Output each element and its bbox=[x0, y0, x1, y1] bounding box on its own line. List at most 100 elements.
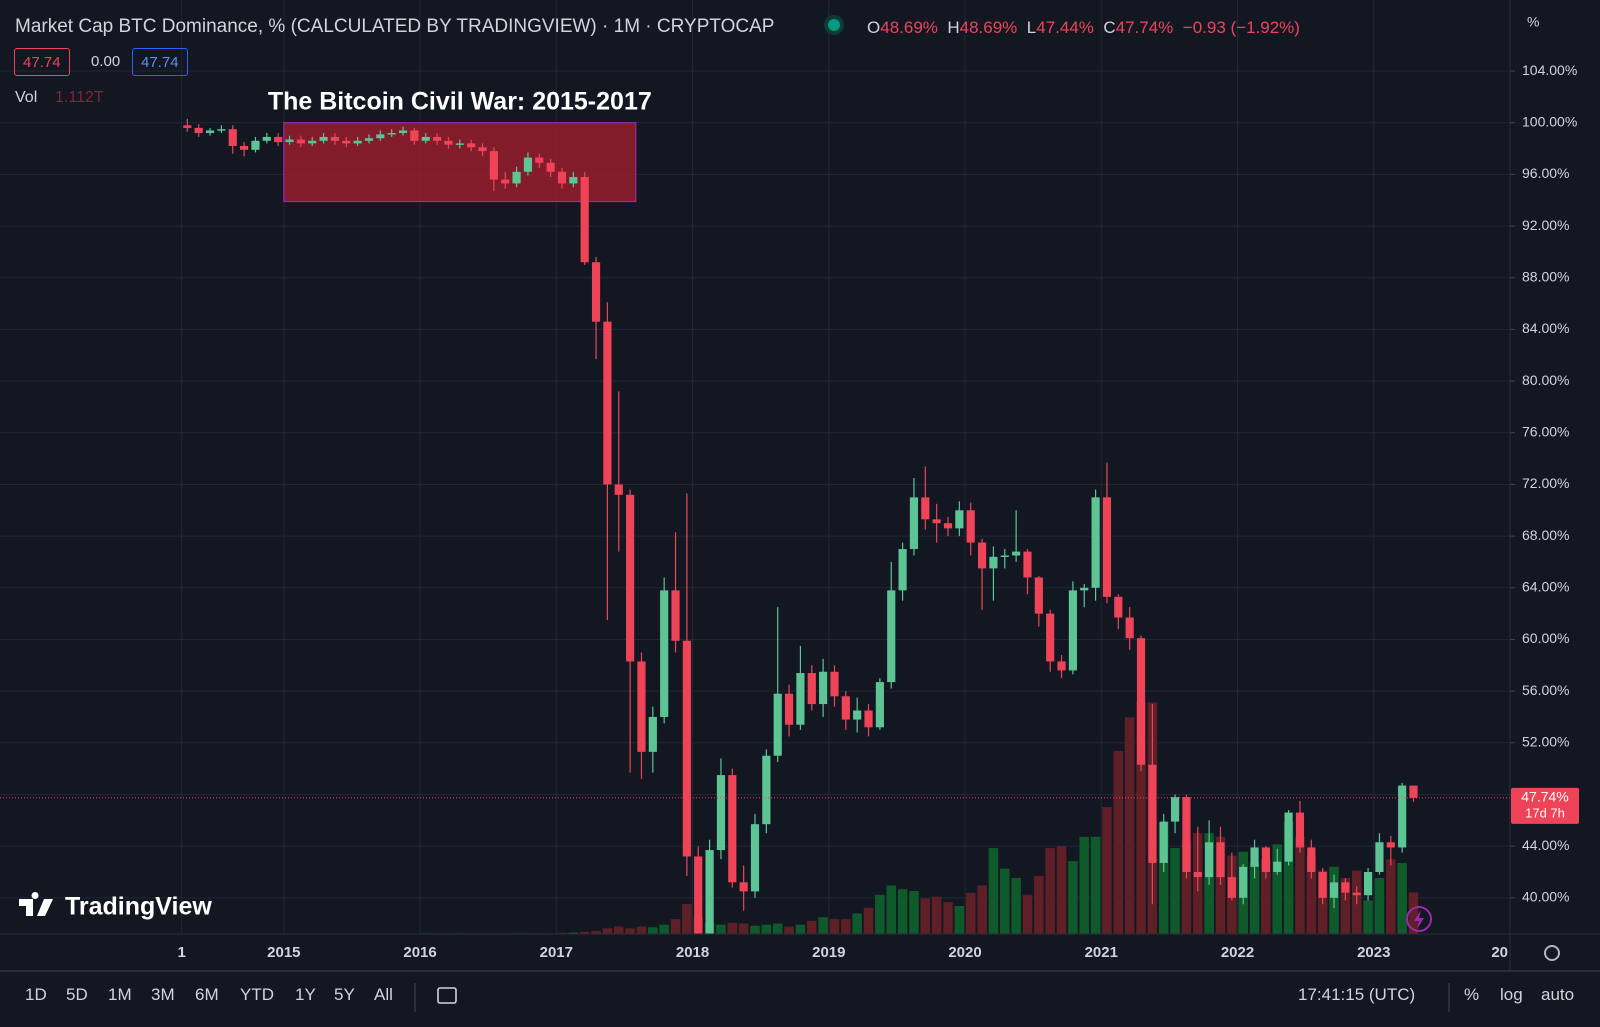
candle-body bbox=[398, 130, 408, 134]
settings-icon bbox=[1544, 945, 1560, 961]
candle-body bbox=[1148, 764, 1157, 863]
candle-body bbox=[342, 140, 351, 144]
volume-bar bbox=[784, 926, 794, 934]
volume-bar bbox=[670, 919, 681, 934]
legend-h-value: 48.69% bbox=[959, 18, 1018, 37]
volume-bar bbox=[1295, 836, 1305, 934]
volume-bar bbox=[1011, 877, 1021, 934]
candle-body bbox=[319, 136, 328, 141]
candle-body bbox=[1068, 590, 1077, 671]
y-tick-label: 72.00% bbox=[1522, 475, 1569, 491]
volume-bar bbox=[795, 924, 806, 934]
legend-l: L bbox=[1026, 18, 1037, 37]
volume-bar bbox=[897, 889, 908, 934]
candle-body bbox=[1125, 617, 1134, 639]
volume-bar bbox=[727, 922, 738, 934]
legend-h: H bbox=[947, 18, 960, 37]
candle-body bbox=[1000, 555, 1009, 557]
countdown-label: 17d 7h bbox=[1525, 805, 1565, 820]
x-tick-label: 2017 bbox=[540, 944, 573, 961]
candle-body bbox=[1023, 551, 1032, 578]
volume-bar bbox=[1397, 863, 1407, 934]
volume-bar bbox=[954, 905, 965, 934]
candle-body bbox=[421, 136, 430, 141]
candle-body bbox=[410, 130, 419, 141]
candle-body bbox=[183, 125, 192, 128]
candle-body bbox=[648, 716, 657, 752]
candle-body bbox=[251, 140, 260, 150]
candle-body bbox=[262, 136, 271, 141]
y-tick-label: 100.00% bbox=[1522, 113, 1577, 129]
candle-body bbox=[353, 140, 362, 144]
candle-body bbox=[444, 140, 453, 145]
legend-c-value: 47.74% bbox=[1115, 18, 1174, 37]
candle-body bbox=[523, 157, 533, 172]
candle-body bbox=[1193, 871, 1202, 878]
volume-bar bbox=[568, 932, 579, 934]
annotation-text: The Bitcoin Civil War: 2015-2017 bbox=[268, 87, 652, 115]
volume-bar bbox=[1408, 892, 1419, 934]
candle-body bbox=[557, 171, 567, 184]
volume-bar bbox=[682, 904, 692, 934]
volume-bar bbox=[1261, 859, 1271, 934]
candle-body bbox=[1182, 797, 1191, 872]
volume-bar bbox=[977, 885, 987, 934]
range-button[interactable]: 3M bbox=[151, 985, 175, 1004]
volume-bar bbox=[1386, 859, 1396, 934]
range-button[interactable]: All bbox=[374, 985, 393, 1004]
candle-body bbox=[943, 523, 953, 529]
candle-body bbox=[977, 542, 987, 569]
range-button[interactable]: 6M bbox=[195, 985, 219, 1004]
candle-body bbox=[864, 710, 873, 728]
candle-body bbox=[1012, 551, 1021, 556]
x-tick-label: 2021 bbox=[1085, 944, 1118, 961]
volume-bar bbox=[965, 892, 976, 934]
candle-body bbox=[1318, 871, 1327, 898]
range-button[interactable]: 1M bbox=[108, 985, 132, 1004]
candle-body bbox=[955, 510, 964, 529]
annotation-box bbox=[283, 122, 637, 203]
legend-o-value: 48.69% bbox=[880, 18, 938, 37]
candle-body bbox=[1273, 861, 1282, 872]
candle-body bbox=[716, 775, 726, 851]
y-tick-label: 44.00% bbox=[1522, 837, 1569, 853]
volume-value: 1.112T bbox=[55, 89, 104, 106]
volume-bar bbox=[1034, 876, 1044, 934]
option-button[interactable]: % bbox=[1464, 985, 1480, 1004]
candle-body bbox=[467, 143, 476, 148]
volume-bar bbox=[750, 925, 760, 934]
candle-body bbox=[1102, 497, 1112, 597]
option-button[interactable]: log bbox=[1500, 985, 1523, 1004]
volume-bar bbox=[1056, 846, 1067, 934]
candle-body bbox=[546, 162, 555, 172]
range-button[interactable]: 1Y bbox=[295, 985, 316, 1004]
legend-c: C bbox=[1103, 18, 1116, 37]
candle-body bbox=[819, 671, 828, 705]
candle-body bbox=[1080, 587, 1089, 591]
range-button[interactable]: YTD bbox=[240, 985, 274, 1004]
option-button[interactable]: auto bbox=[1541, 985, 1575, 1004]
range-button[interactable]: 5Y bbox=[334, 985, 355, 1004]
volume-bar bbox=[1022, 894, 1033, 934]
candle-body bbox=[194, 127, 203, 134]
logo-mark bbox=[19, 892, 53, 916]
volume-bar bbox=[875, 894, 885, 934]
volume-bar bbox=[1045, 848, 1055, 934]
candle-body bbox=[887, 590, 896, 683]
volume-bar bbox=[557, 932, 567, 934]
ohlc-legend: O48.69% H48.69% L47.44% C47.74% −0.93 (−… bbox=[867, 18, 1300, 38]
candle-body bbox=[773, 693, 782, 756]
candle-body bbox=[1034, 577, 1043, 614]
y-tick-label: 88.00% bbox=[1522, 268, 1569, 284]
alert-bolt bbox=[1414, 910, 1424, 929]
candle-body bbox=[1046, 613, 1055, 662]
y-tick-label: 40.00% bbox=[1522, 889, 1569, 905]
range-button[interactable]: 5D bbox=[66, 985, 88, 1004]
candle-body bbox=[1136, 638, 1146, 765]
volume-bar bbox=[1215, 836, 1226, 934]
candle-body bbox=[296, 139, 305, 144]
y-tick-label: 68.00% bbox=[1522, 527, 1569, 543]
candle-body bbox=[898, 549, 907, 591]
range-button[interactable]: 1D bbox=[25, 985, 47, 1004]
